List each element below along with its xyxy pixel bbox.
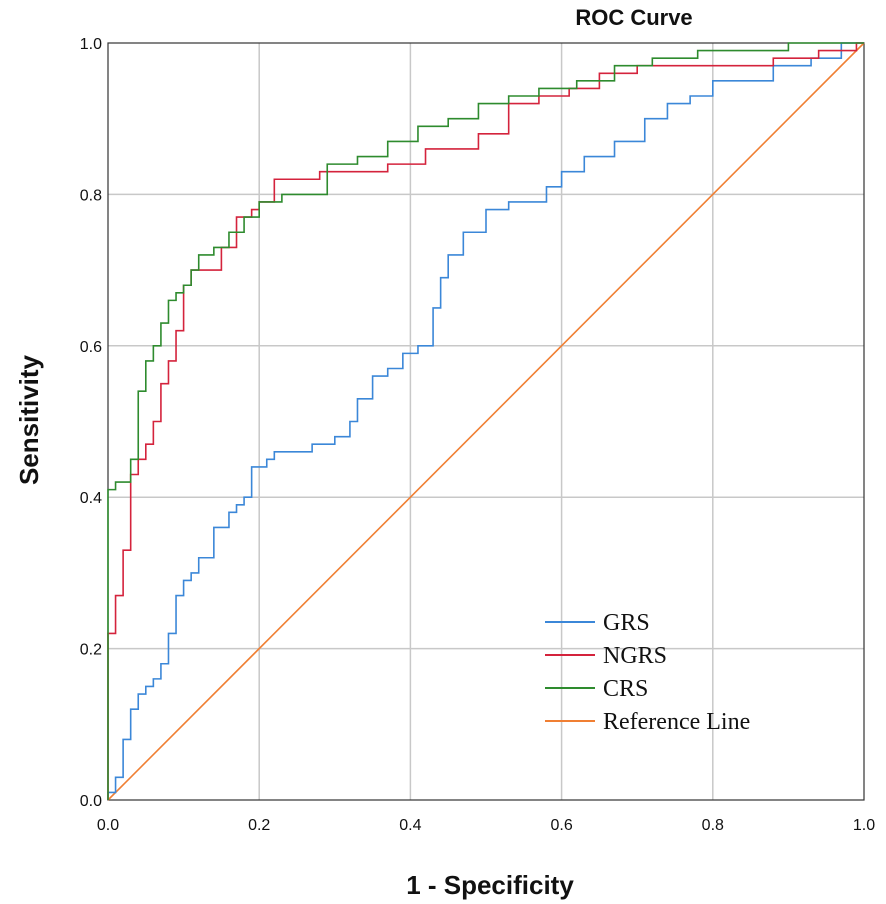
- legend: GRS NGRS CRS Reference Line: [545, 610, 750, 735]
- series-line-grs: [107, 42, 864, 800]
- y-tick-label: 0.0: [80, 793, 102, 810]
- x-tick-label: 0.2: [248, 817, 270, 834]
- legend-label-grs: GRS: [603, 610, 650, 636]
- y-tick-label: 0.2: [80, 642, 102, 659]
- grid-lines: [108, 43, 864, 800]
- legend-label-crs: CRS: [603, 676, 648, 702]
- x-tick-label: 0.8: [702, 817, 724, 834]
- x-tick-label: 0.0: [97, 817, 119, 834]
- chart-title: ROC Curve: [575, 5, 692, 30]
- y-tick-labels: 0.0 0.2 0.4 0.6 0.8 1.0: [80, 36, 102, 810]
- series-line-reference-line: [107, 42, 865, 801]
- y-tick-label: 1.0: [80, 36, 102, 53]
- legend-label-reference-line: Reference Line: [603, 709, 750, 735]
- x-tick-label: 1.0: [853, 817, 875, 834]
- x-axis-title: 1 - Specificity: [406, 870, 574, 900]
- y-tick-label: 0.8: [80, 187, 102, 204]
- series-lines: [107, 42, 865, 801]
- legend-label-ngrs: NGRS: [603, 643, 667, 669]
- y-tick-label: 0.4: [80, 490, 102, 507]
- x-tick-labels: 0.0 0.2 0.4 0.6 0.8 1.0: [97, 817, 875, 834]
- y-axis-title: Sensitivity: [14, 354, 44, 485]
- plot-frame: [107, 42, 865, 801]
- y-tick-label: 0.6: [80, 339, 102, 356]
- x-tick-label: 0.6: [550, 817, 572, 834]
- series-line-crs: [107, 42, 864, 800]
- x-tick-label: 0.4: [399, 817, 421, 834]
